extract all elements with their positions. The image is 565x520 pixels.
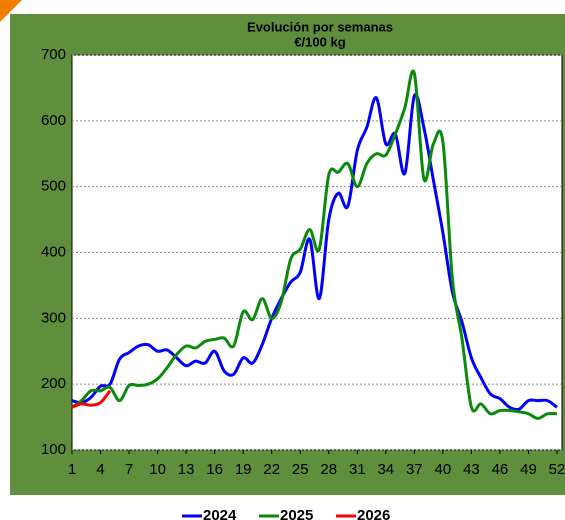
x-tick-label: 22 xyxy=(263,461,280,478)
y-tick-label: 100 xyxy=(41,441,66,458)
x-tick-label: 28 xyxy=(320,461,337,478)
x-tick-label: 7 xyxy=(125,461,133,478)
x-tick-label: 10 xyxy=(149,461,166,478)
series-line xyxy=(71,69,558,420)
x-tick-label: 16 xyxy=(206,461,223,478)
legend-label: 2026 xyxy=(357,507,390,520)
x-tick-label: 34 xyxy=(377,461,394,478)
chart-title: Evolución por semanas xyxy=(247,19,393,34)
y-tick-label: 300 xyxy=(41,309,66,326)
y-tick-label: 500 xyxy=(41,178,66,195)
x-tick-label: 19 xyxy=(235,461,252,478)
series-line xyxy=(71,92,558,412)
legend-label: 2024 xyxy=(203,507,237,520)
y-tick-label: 200 xyxy=(41,375,66,392)
series-line xyxy=(71,389,112,409)
x-tick-label: 25 xyxy=(292,461,309,478)
chart-subtitle: €/100 kg xyxy=(294,34,345,49)
y-tick-label: 600 xyxy=(41,112,66,129)
x-tick-label: 49 xyxy=(520,461,537,478)
corner-mark xyxy=(0,0,22,22)
y-tick-label: 400 xyxy=(41,243,66,260)
legend-label: 2025 xyxy=(280,507,313,520)
y-tick-label: 700 xyxy=(41,46,66,63)
x-tick-label: 31 xyxy=(349,461,366,478)
x-tick-label: 37 xyxy=(406,461,423,478)
x-tick-label: 13 xyxy=(178,461,195,478)
x-tick-label: 52 xyxy=(549,461,565,478)
x-tick-label: 46 xyxy=(492,461,509,478)
x-tick-label: 4 xyxy=(96,461,104,478)
x-tick-label: 1 xyxy=(68,461,76,478)
x-tick-label: 43 xyxy=(463,461,480,478)
x-tick-label: 40 xyxy=(435,461,452,478)
